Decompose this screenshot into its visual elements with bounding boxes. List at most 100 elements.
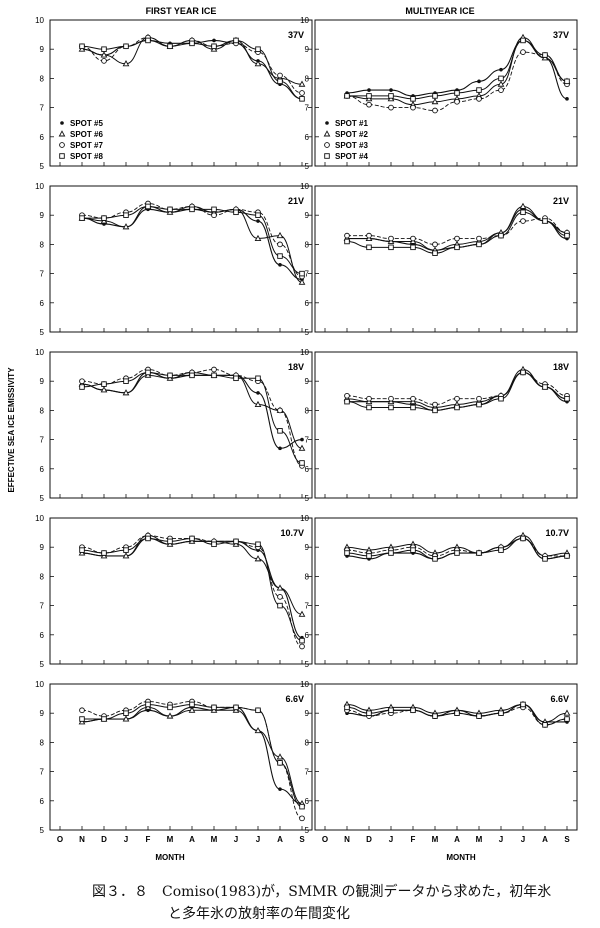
- data-point: [298, 610, 306, 617]
- y-axis-label: EFFECTIVE SEA ICE EMISSIVITY: [7, 367, 16, 493]
- data-point: [476, 401, 482, 408]
- data-point: [122, 389, 130, 396]
- plot-frame: [314, 517, 578, 665]
- data-point: [233, 209, 239, 216]
- x-tick-label: O: [322, 835, 328, 844]
- data-point: [255, 375, 261, 382]
- data-point: [520, 37, 526, 44]
- x-tick-label: O: [57, 835, 63, 844]
- x-tick-label: J: [124, 835, 128, 844]
- y-tick-label: 7: [305, 602, 310, 611]
- y-tick-label: 7: [305, 768, 310, 777]
- data-point: [278, 263, 282, 267]
- data-point: [79, 716, 85, 722]
- data-point: [432, 407, 438, 414]
- plot-frame: [49, 683, 313, 831]
- x-tick-label: F: [146, 835, 151, 844]
- data-point: [123, 710, 129, 716]
- data-point: [498, 395, 504, 402]
- panel-multiyear-6.6V: 5 6 7 8 9 10 O N D J F M A M J J A S 6.6V: [300, 680, 578, 844]
- x-tick-label: A: [542, 835, 548, 844]
- data-point: [410, 707, 416, 714]
- data-point: [344, 232, 350, 239]
- x-tick-label: J: [234, 835, 238, 844]
- y-tick-label: 5: [40, 328, 45, 337]
- y-tick-label: 8: [305, 738, 310, 747]
- series-line-3: [81, 535, 303, 647]
- data-point: [101, 550, 107, 556]
- y-tick-label: 9: [40, 709, 45, 718]
- data-point: [520, 218, 526, 224]
- data-point: [432, 556, 438, 562]
- y-tick-label: 6: [40, 133, 45, 142]
- channel-label: 6.6V: [285, 694, 304, 704]
- y-tick-label: 9: [305, 211, 310, 220]
- y-tick-label: 9: [40, 377, 45, 386]
- series-line-2: [81, 371, 303, 449]
- data-point: [145, 535, 151, 542]
- data-point: [542, 218, 548, 224]
- data-point: [542, 384, 548, 390]
- data-point: [564, 395, 570, 402]
- x-tick-label: S: [299, 835, 305, 844]
- data-point: [299, 815, 305, 822]
- x-tick-label: J: [499, 835, 503, 844]
- x-tick-label: M: [476, 835, 483, 844]
- legend-label: SPOT #6: [70, 130, 103, 139]
- data-point: [564, 78, 570, 85]
- series-line-1: [81, 208, 303, 280]
- panel-first-year-18V: 5 6 7 8 9 10 18V: [35, 348, 313, 503]
- data-point: [211, 704, 217, 711]
- y-tick-label: 7: [305, 436, 310, 445]
- plot-frame: [314, 683, 578, 831]
- data-point: [277, 253, 283, 259]
- y-tick-label: 10: [35, 348, 44, 357]
- data-point: [255, 707, 261, 714]
- data-point: [254, 726, 262, 734]
- data-point: [255, 212, 261, 218]
- data-point: [388, 93, 394, 99]
- y-tick-label: 6: [305, 465, 310, 474]
- y-tick-label: 6: [40, 465, 45, 474]
- y-tick-label: 7: [40, 270, 45, 279]
- y-tick-label: 10: [35, 514, 44, 523]
- legend-marker: [324, 142, 330, 148]
- y-tick-label: 9: [305, 377, 310, 386]
- data-point: [256, 391, 260, 395]
- x-tick-label: D: [366, 835, 372, 844]
- plot-frame: [49, 19, 313, 167]
- data-point: [367, 88, 371, 92]
- x-tick-label: J: [389, 835, 393, 844]
- plot-frame: [49, 351, 313, 499]
- channel-label: 21V: [553, 196, 569, 206]
- y-tick-label: 5: [305, 328, 310, 337]
- data-point: [101, 46, 107, 52]
- data-point: [410, 244, 416, 251]
- data-point: [233, 375, 239, 382]
- data-point: [299, 270, 305, 277]
- legend-marker: [59, 142, 65, 148]
- y-tick-label: 6: [40, 797, 45, 806]
- series-line-1: [81, 706, 303, 805]
- data-point: [299, 643, 305, 650]
- data-point: [122, 223, 130, 230]
- data-point: [189, 372, 195, 379]
- data-point: [520, 209, 526, 216]
- data-point: [299, 96, 305, 102]
- data-point: [145, 37, 151, 44]
- legend-marker: [58, 130, 66, 137]
- data-point: [211, 43, 217, 50]
- x-tick-label: J: [256, 835, 260, 844]
- data-point: [410, 395, 416, 402]
- series-line-4: [82, 703, 303, 808]
- panel-first-year-6.6V: 5 6 7 8 9 10 O N D J F M A M J J A S 6.6V: [35, 680, 313, 844]
- data-point: [277, 241, 283, 248]
- y-tick-label: 8: [305, 240, 310, 249]
- y-tick-label: 10: [300, 514, 309, 523]
- x-tick-label: N: [79, 835, 85, 844]
- data-point: [79, 707, 85, 714]
- data-point: [432, 107, 438, 114]
- panel-multiyear-21V: 5 6 7 8 9 10 21V: [300, 182, 578, 337]
- y-tick-label: 9: [40, 45, 45, 54]
- data-point: [233, 538, 239, 545]
